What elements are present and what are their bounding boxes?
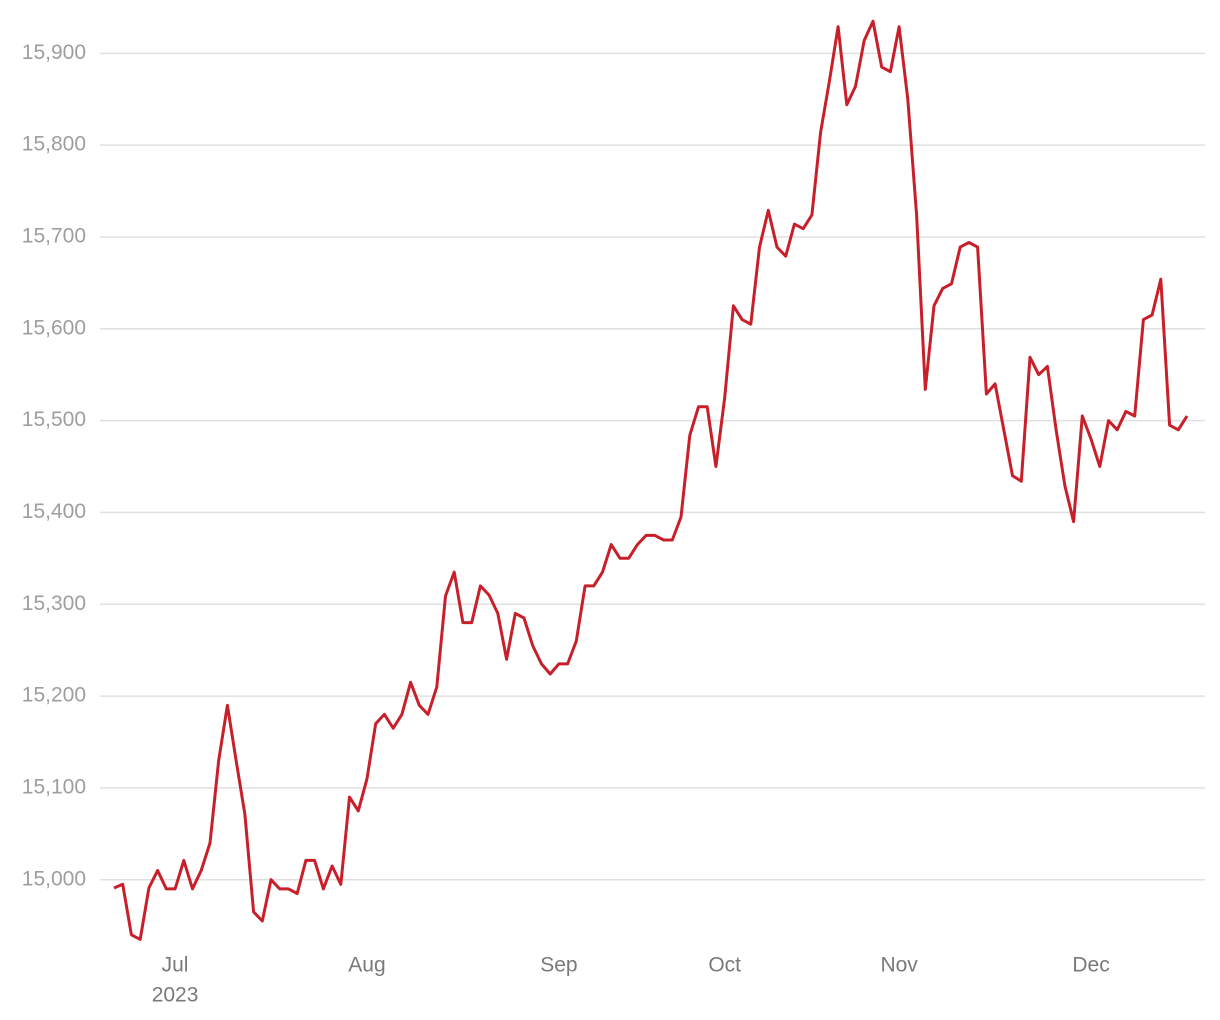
y-tick-label: 15,300: [22, 592, 86, 615]
y-tick-label: 15,000: [22, 867, 86, 890]
x-tick-label: Jul: [162, 954, 189, 977]
y-tick-label: 15,200: [22, 684, 86, 707]
x-tick-label: Sep: [540, 954, 577, 977]
x-tick-label: Nov: [880, 954, 918, 977]
x-tick-label: Aug: [348, 954, 385, 977]
y-tick-label: 15,700: [22, 225, 86, 248]
y-tick-label: 15,500: [22, 408, 86, 431]
x-year-label: 2023: [152, 984, 199, 1007]
y-tick-label: 15,100: [22, 775, 86, 798]
x-tick-label: Dec: [1072, 954, 1109, 977]
y-tick-label: 15,600: [22, 316, 86, 339]
y-tick-label: 15,900: [22, 41, 86, 64]
line-series: [113, 19, 1189, 941]
x-tick-label: Oct: [708, 954, 741, 977]
y-tick-label: 15,400: [22, 500, 86, 523]
y-tick-label: 15,800: [22, 133, 86, 156]
